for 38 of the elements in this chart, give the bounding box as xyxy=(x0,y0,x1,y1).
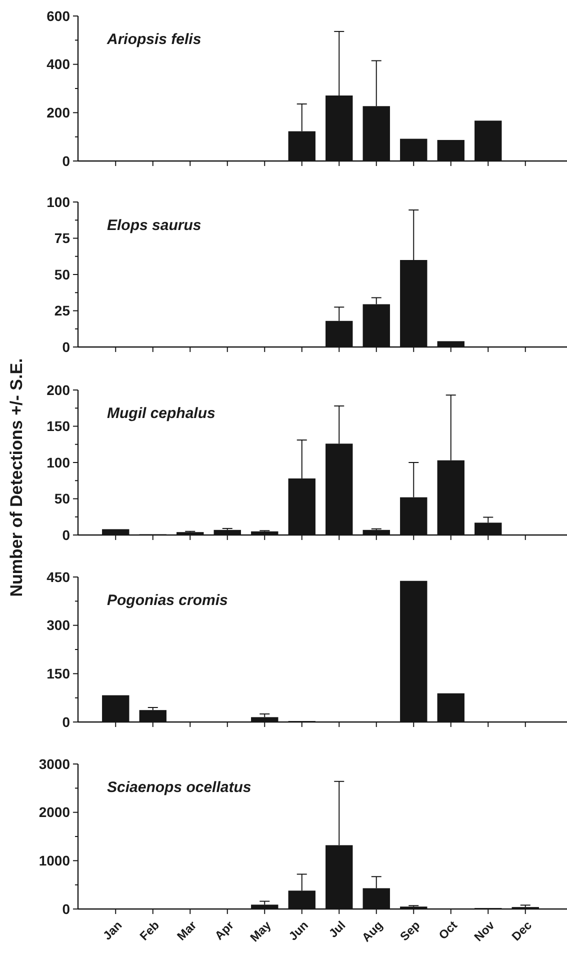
x-tick-label: Dec xyxy=(509,918,535,944)
text: Ariopsis felis xyxy=(106,31,202,48)
y-tick-label: 0 xyxy=(62,714,70,730)
x-tick-label: Jun xyxy=(286,918,311,944)
y-tick-label: 200 xyxy=(46,382,70,398)
x-tick-label: Nov xyxy=(471,918,498,944)
text: Elops saurus xyxy=(107,217,202,234)
y-tick-label: 0 xyxy=(62,526,70,543)
x-tick-label: Sep xyxy=(397,918,423,944)
y-tick-label: 400 xyxy=(46,56,70,72)
y-tick-label: 150 xyxy=(46,666,70,682)
x-tick-label: Feb xyxy=(136,918,162,944)
y-tick-label: 600 xyxy=(46,8,70,24)
y-tick-label: 300 xyxy=(46,617,70,634)
text: Mugil cephalus xyxy=(107,405,216,422)
y-tick-label: 200 xyxy=(46,104,70,121)
y-tick-label: 2000 xyxy=(38,804,70,820)
y-tick-label: 50 xyxy=(54,490,70,507)
x-tick-label: Apr xyxy=(212,918,237,943)
text: Sciaenops ocellatus xyxy=(107,779,252,796)
x-tick-label: Mar xyxy=(174,918,200,944)
y-tick-label: 0 xyxy=(62,152,70,169)
y-tick-label: 0 xyxy=(62,900,70,917)
y-tick-label: 150 xyxy=(46,418,70,434)
y-tick-label: 75 xyxy=(54,230,70,246)
y-tick-label: 100 xyxy=(46,194,70,210)
x-tick-label: Jan xyxy=(100,918,125,943)
y-tick-label: 0 xyxy=(62,338,70,355)
text: Pogonias cromis xyxy=(107,592,228,609)
y-tick-label: 100 xyxy=(46,454,70,470)
y-tick-label: 450 xyxy=(46,568,70,585)
y-tick-label: 3000 xyxy=(38,756,70,772)
x-tick-label: Oct xyxy=(436,918,460,942)
y-tick-label: 50 xyxy=(54,266,70,282)
y-axis-title: Number of Detections +/- S.E. xyxy=(7,358,26,597)
y-tick-label: 1000 xyxy=(38,852,70,869)
x-tick-label: Jul xyxy=(326,918,348,940)
y-tick-label: 25 xyxy=(54,302,70,319)
